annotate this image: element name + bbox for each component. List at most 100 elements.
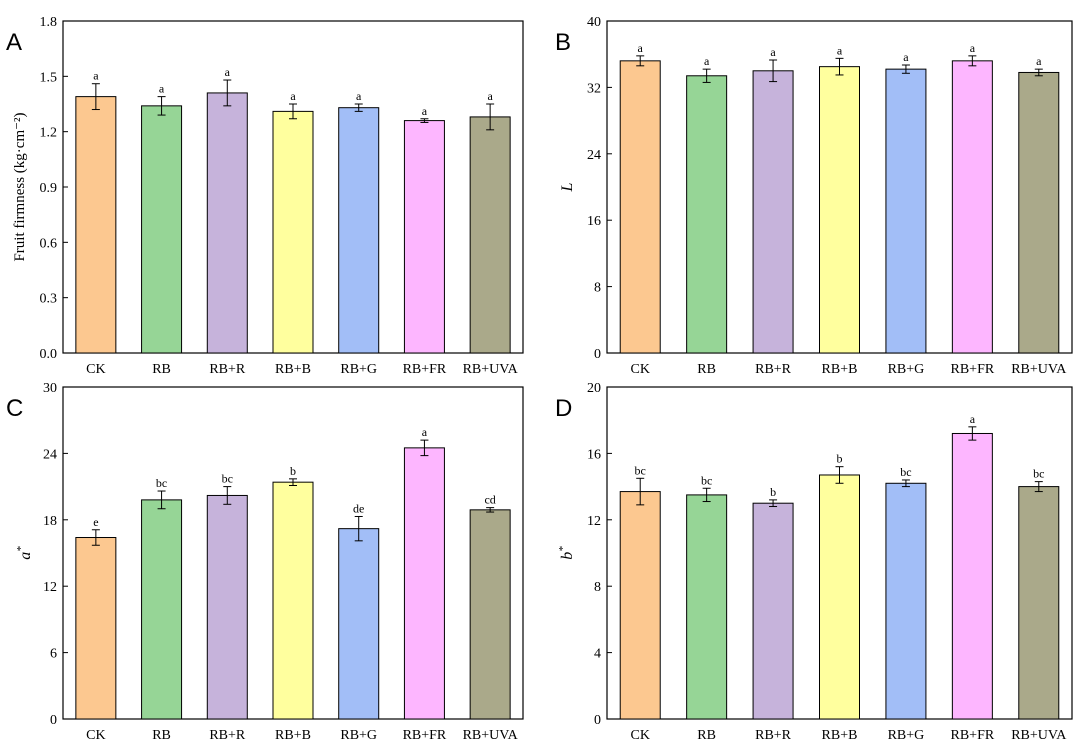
significance-letter: a [837, 43, 843, 57]
x-category-label: RB+UVA [1011, 362, 1067, 377]
panel-c: C 0 6 12 18 24 30 a* e CK bc RB bc RB+R b RB+B de RB+G a RB… [6, 381, 524, 743]
panel-b: B 0 8 16 24 32 40 La CK a RB a RB+R a RB+B a RB+G a RB+FR a… [555, 15, 1073, 377]
bar-rb [141, 499, 183, 720]
y-tick-label: 12 [587, 514, 601, 529]
x-category-label: RB [152, 728, 171, 743]
x-category-label: RB+G [888, 728, 925, 743]
y-tick-label: 0 [594, 347, 601, 362]
significance-letter: bc [635, 463, 646, 477]
significance-letter: a [422, 104, 428, 118]
significance-letter: a [225, 65, 231, 79]
x-category-label: RB [697, 362, 716, 377]
y-tick-label: 20 [587, 381, 601, 396]
significance-letter: e [93, 515, 98, 529]
significance-letter: bc [1033, 467, 1044, 481]
significance-letter: b [770, 485, 776, 499]
y-tick-label: 24 [587, 148, 601, 163]
x-category-label: CK [86, 362, 105, 377]
bar-ck [75, 537, 117, 720]
y-tick-label: 0.3 [40, 292, 58, 307]
bar-rb-b [819, 474, 860, 720]
x-category-label: RB+B [275, 728, 311, 743]
y-tick-label: 24 [43, 447, 57, 462]
x-category-label: RB+B [822, 728, 858, 743]
bar-rb-fr [951, 432, 993, 720]
x-category-label: CK [86, 728, 105, 743]
x-category-label: RB [697, 728, 716, 743]
y-tick-label: 4 [594, 647, 601, 662]
significance-letter: a [903, 50, 909, 64]
significance-letter: bc [156, 476, 167, 490]
bar-ck [619, 491, 661, 720]
y-axis-title: b* [557, 546, 576, 560]
y-tick-label: 30 [43, 381, 57, 396]
x-category-label: RB+B [822, 362, 858, 377]
x-category-label: RB+G [888, 362, 925, 377]
panel-letter: C [6, 395, 23, 422]
bar-rb-uva [1018, 486, 1060, 720]
panel-letter: D [555, 395, 572, 422]
bar-rb-uva [469, 509, 511, 720]
y-axis-title: Fruit firmness (kg·cm⁻²) [12, 112, 28, 261]
x-category-label: RB+UVA [1011, 728, 1067, 743]
y-tick-label: 40 [587, 15, 601, 30]
bar-rb-r [752, 502, 794, 720]
bar-rb-fr [403, 447, 445, 720]
bar-rb [686, 494, 728, 720]
significance-letter: a [159, 82, 165, 96]
bar-rb-uva [469, 116, 511, 354]
significance-letter: a [1036, 54, 1042, 68]
significance-letter: a [422, 425, 428, 439]
significance-letter: a [290, 89, 296, 103]
significance-letter: a [487, 89, 493, 103]
significance-letter: a [93, 69, 99, 83]
panel-a: A 0.0 0.3 0.6 0.9 1.2 1.5 1.8 Fruit firmness (kg… [6, 15, 524, 377]
bar-rb-g [885, 482, 927, 720]
bar-rb-r [206, 494, 248, 720]
x-category-label: RB+G [340, 728, 377, 743]
significance-letter: bc [222, 472, 233, 486]
significance-letter: a [356, 89, 362, 103]
x-category-label: RB+B [275, 362, 311, 377]
x-category-label: RB+R [209, 728, 246, 743]
y-tick-label: 0.9 [40, 181, 58, 196]
x-category-label: RB+UVA [463, 362, 519, 377]
y-tick-label: 18 [43, 514, 57, 529]
significance-letter: bc [701, 473, 712, 487]
y-tick-label: 32 [587, 81, 601, 96]
bar-rb-g [885, 68, 927, 354]
y-tick-label: 1.2 [40, 126, 58, 141]
significance-letter: de [353, 501, 364, 515]
bar-rb-fr [403, 120, 445, 354]
y-tick-label: 0 [50, 713, 57, 728]
significance-letter: b [290, 464, 296, 478]
y-axis-title: L [559, 182, 576, 192]
x-category-label: RB+R [209, 362, 246, 377]
significance-letter: a [970, 412, 976, 426]
bar-ck [75, 96, 117, 354]
y-tick-label: 0 [594, 713, 601, 728]
bar-rb-b [819, 66, 860, 354]
x-category-label: RB+FR [951, 362, 995, 377]
y-tick-label: 1.5 [40, 70, 58, 85]
significance-letter: cd [484, 493, 495, 507]
significance-letter: a [970, 41, 976, 55]
panel-letter: B [555, 29, 571, 56]
panel-letter: A [6, 29, 22, 56]
significance-letter: b [837, 452, 843, 466]
significance-letter: a [704, 54, 710, 68]
panel-d: D 0 4 8 12 16 20 b* bc CK bc RB b RB+R b RB+B bc RB+G a RB+… [555, 381, 1073, 743]
y-tick-label: 16 [587, 214, 601, 229]
x-category-label: RB+R [755, 362, 792, 377]
x-category-label: RB+UVA [463, 728, 519, 743]
significance-letter: a [770, 45, 776, 59]
y-tick-label: 1.8 [40, 15, 58, 30]
y-tick-label: 16 [587, 447, 601, 462]
bar-rb-b [272, 481, 314, 720]
bar-ck [619, 60, 661, 354]
x-category-label: RB+FR [951, 728, 995, 743]
bar-rb-g [338, 528, 380, 720]
y-tick-label: 0.0 [40, 347, 58, 362]
bar-rb-uva [1018, 71, 1060, 354]
